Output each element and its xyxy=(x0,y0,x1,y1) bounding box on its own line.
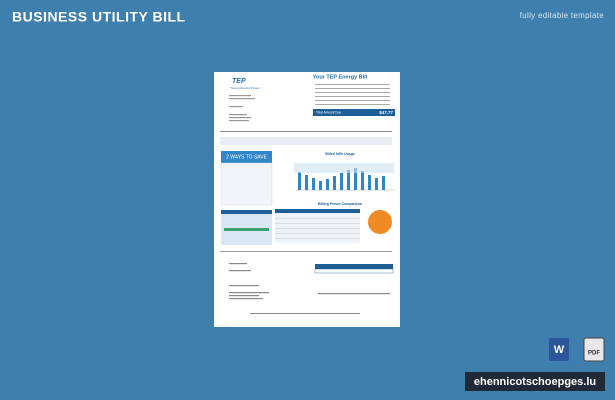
pdf-icon-label: PDF xyxy=(588,351,600,357)
remit-lines xyxy=(229,263,390,314)
remit-row xyxy=(314,268,394,274)
save-panel xyxy=(220,162,273,206)
save-title: 2 WAYS TO SAVE xyxy=(226,155,268,161)
amount-due-label: Total Amount Due xyxy=(316,110,341,114)
word-icon[interactable] xyxy=(549,338,569,361)
amount-due: $47.77 xyxy=(379,110,393,115)
page-subtitle: fully editable template xyxy=(520,11,605,20)
remit-table xyxy=(315,264,393,273)
bill-logo: TEP xyxy=(232,78,246,85)
website-box xyxy=(465,372,605,391)
pdf-icon[interactable] xyxy=(583,337,605,362)
word-icon-label: W xyxy=(554,344,565,356)
save-box xyxy=(221,151,272,163)
website[interactable]: ehennicotschoepges.lu xyxy=(474,376,596,388)
plan-panel xyxy=(221,210,272,245)
plan-highlight xyxy=(224,228,269,231)
highlight-badge xyxy=(368,210,392,234)
comparison-table xyxy=(275,209,360,243)
bill-heading: Your TEP Energy Bill xyxy=(313,74,368,80)
cut-line xyxy=(220,251,392,252)
bill-company: Tucson Electric Power xyxy=(230,86,260,90)
usage-chart xyxy=(294,163,395,191)
address-lines xyxy=(229,95,255,122)
plan-header xyxy=(221,210,272,214)
notice-line xyxy=(220,131,392,132)
comparison-title: Billing Period Comparison xyxy=(318,202,362,206)
chart-title: Billed kWh Usage xyxy=(325,152,354,156)
bill-document: TEP Tucson Electric Power Your TEP Energ… xyxy=(214,72,400,327)
page-title: BUSINESS UTILITY BILL xyxy=(12,9,186,25)
account-band xyxy=(220,137,392,145)
amount-due-bar xyxy=(313,109,395,116)
summary-lines xyxy=(315,84,390,105)
